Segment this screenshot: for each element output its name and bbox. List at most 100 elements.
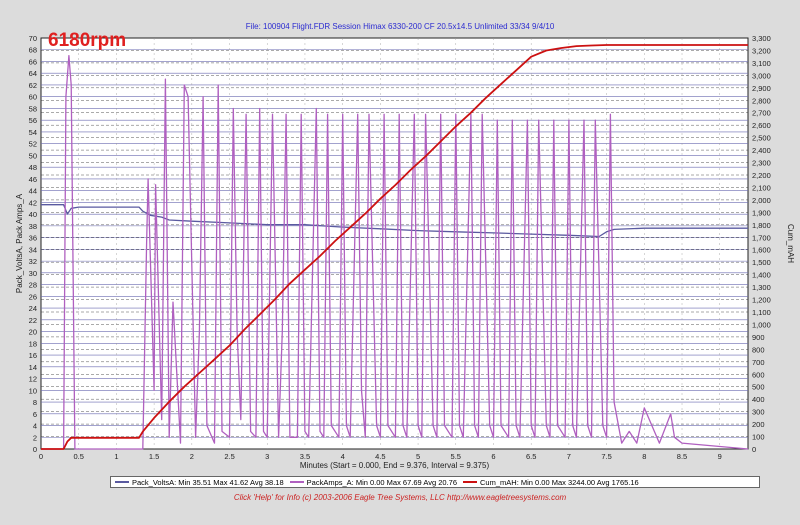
y-right-tick-label: 1,300	[752, 283, 771, 292]
y-right-tick-label: 600	[752, 370, 765, 379]
x-tick-label: 2	[190, 452, 194, 461]
y-left-tick-label: 18	[29, 339, 37, 348]
x-tick-label: 0	[39, 452, 43, 461]
y-right-tick-label: 3,100	[752, 59, 771, 68]
y-left-tick-label: 8	[33, 398, 37, 407]
x-tick-label: 6	[491, 452, 495, 461]
y-right-tick-label: 200	[752, 420, 765, 429]
legend-item-amps: PackAmps_A: Min 0.00 Max 67.69 Avg 20.76	[289, 477, 458, 487]
y-right-tick-label: 2,100	[752, 183, 771, 192]
y-right-tick-label: 1,200	[752, 296, 771, 305]
y-left-tick-label: 0	[33, 445, 37, 454]
y-right-axis-label: Cum_mAH	[786, 224, 795, 263]
y-right-tick-label: 2,500	[752, 134, 771, 143]
y-left-tick-label: 64	[29, 69, 37, 78]
y-left-tick-label: 30	[29, 269, 37, 278]
series-line-packamps-a	[41, 54, 749, 450]
x-tick-label: 7.5	[601, 452, 611, 461]
y-right-tick-label: 300	[752, 408, 765, 417]
series-line-cum-mah	[41, 44, 748, 450]
legend-text-mah: Cum_mAH: Min 0.00 Max 3244.00 Avg 1765.1…	[480, 477, 639, 487]
x-tick-label: 1	[114, 452, 118, 461]
x-tick-label: 1.5	[149, 452, 159, 461]
y-right-tick-label: 1,800	[752, 221, 771, 230]
y-left-tick-label: 68	[29, 46, 37, 55]
x-tick-label: 3	[265, 452, 269, 461]
y-left-tick-label: 60	[29, 93, 37, 102]
rpm-annotation: 6180rpm	[48, 30, 127, 51]
y-right-tick-label: 2,900	[752, 84, 771, 93]
x-tick-label: 6.5	[526, 452, 536, 461]
y-left-tick-label: 54	[29, 128, 37, 137]
y-right-tick-label: 1,600	[752, 246, 771, 255]
y-left-tick-label: 2	[33, 433, 37, 442]
y-left-tick-label: 36	[29, 234, 37, 243]
y-right-tick-label: 1,500	[752, 258, 771, 267]
y-left-tick-label: 66	[29, 57, 37, 66]
y-left-tick-label: 62	[29, 81, 37, 90]
legend-item-volts: Pack_VoltsA: Min 35.51 Max 41.62 Avg 38.…	[115, 478, 284, 487]
y-left-tick-label: 26	[29, 292, 37, 301]
y-left-tick-label: 22	[29, 316, 37, 325]
y-right-tick-label: 2,000	[752, 196, 771, 205]
y-left-axis-label: Pack_VoltsA, Pack Amps_A	[15, 193, 24, 293]
y-right-tick-label: 2,700	[752, 109, 771, 118]
y-right-tick-label: 1,400	[752, 271, 771, 280]
legend-text-amps: PackAmps_A: Min 0.00 Max 67.69 Avg 20.76	[306, 477, 458, 487]
y-left-tick-label: 14	[29, 363, 37, 372]
y-right-tick-label: 1,700	[752, 233, 771, 242]
plot-area	[40, 37, 749, 450]
y-left-tick-label: 38	[29, 222, 37, 231]
legend-swatch-mah	[463, 481, 478, 483]
y-left-tick-label: 48	[29, 163, 37, 172]
y-right-tick-label: 1,900	[752, 208, 771, 217]
y-left-tick-label: 32	[29, 257, 37, 266]
x-tick-label: 5	[416, 452, 420, 461]
y-right-tick-label: 1,100	[752, 308, 771, 317]
legend-swatch-amps	[289, 481, 304, 483]
y-left-tick-label: 40	[29, 210, 37, 219]
y-left-tick-label: 46	[29, 175, 37, 184]
y-left-tick-label: 56	[29, 116, 37, 125]
y-left-tick-label: 20	[29, 328, 37, 337]
y-left-tick-label: 12	[29, 375, 37, 384]
x-tick-label: 8	[642, 452, 646, 461]
legend: Pack_VoltsA: Min 35.51 Max 41.62 Avg 38.…	[110, 476, 760, 488]
x-tick-label: 7	[567, 452, 571, 461]
y-right-tick-label: 0	[752, 445, 756, 454]
y-left-tick-label: 50	[29, 151, 37, 160]
y-left-tick-label: 24	[29, 304, 37, 313]
y-left-tick-label: 44	[29, 187, 37, 196]
y-right-tick-label: 800	[752, 345, 765, 354]
y-left-tick-label: 28	[29, 281, 37, 290]
y-left-tick-label: 42	[29, 198, 37, 207]
x-tick-label: 0.5	[73, 452, 83, 461]
y-right-tick-label: 2,800	[752, 96, 771, 105]
y-left-tick-label: 58	[29, 104, 37, 113]
y-left-tick-label: 70	[29, 34, 37, 43]
y-right-tick-label: 3,300	[752, 34, 771, 43]
y-right-tick-label: 100	[752, 433, 765, 442]
y-right-tick-label: 2,400	[752, 146, 771, 155]
y-right-tick-label: 2,300	[752, 159, 771, 168]
legend-item-mah: Cum_mAH: Min 0.00 Max 3244.00 Avg 1765.1…	[463, 478, 639, 487]
x-axis-label: Minutes (Start = 0.000, End = 9.376, Int…	[300, 461, 490, 470]
y-right-tick-label: 2,200	[752, 171, 771, 180]
y-right-tick-label: 400	[752, 395, 765, 404]
y-right-tick-label: 900	[752, 333, 765, 342]
x-tick-label: 3.5	[300, 452, 310, 461]
y-right-tick-label: 700	[752, 358, 765, 367]
x-tick-label: 5.5	[451, 452, 461, 461]
x-tick-label: 9	[718, 452, 722, 461]
legend-swatch-volts	[115, 481, 129, 483]
y-left-tick-label: 10	[29, 386, 37, 395]
y-right-tick-label: 1,000	[752, 320, 771, 329]
y-left-tick-label: 52	[29, 140, 37, 149]
legend-text-volts: Pack_VoltsA: Min 35.51 Max 41.62 Avg 38.…	[132, 477, 284, 487]
y-left-tick-label: 6	[33, 410, 37, 419]
y-right-tick-label: 3,000	[752, 71, 771, 80]
y-right-tick-label: 3,200	[752, 46, 771, 55]
y-right-tick-label: 500	[752, 383, 765, 392]
